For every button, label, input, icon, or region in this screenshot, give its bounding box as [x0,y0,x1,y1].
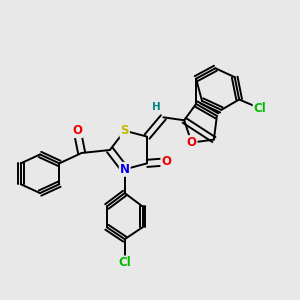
Text: H: H [152,102,160,112]
Text: O: O [72,124,82,137]
Text: Cl: Cl [118,256,131,269]
Text: O: O [187,136,196,149]
Text: N: N [120,163,130,176]
Text: S: S [121,124,129,137]
Text: Cl: Cl [254,102,266,115]
Text: O: O [161,155,171,168]
